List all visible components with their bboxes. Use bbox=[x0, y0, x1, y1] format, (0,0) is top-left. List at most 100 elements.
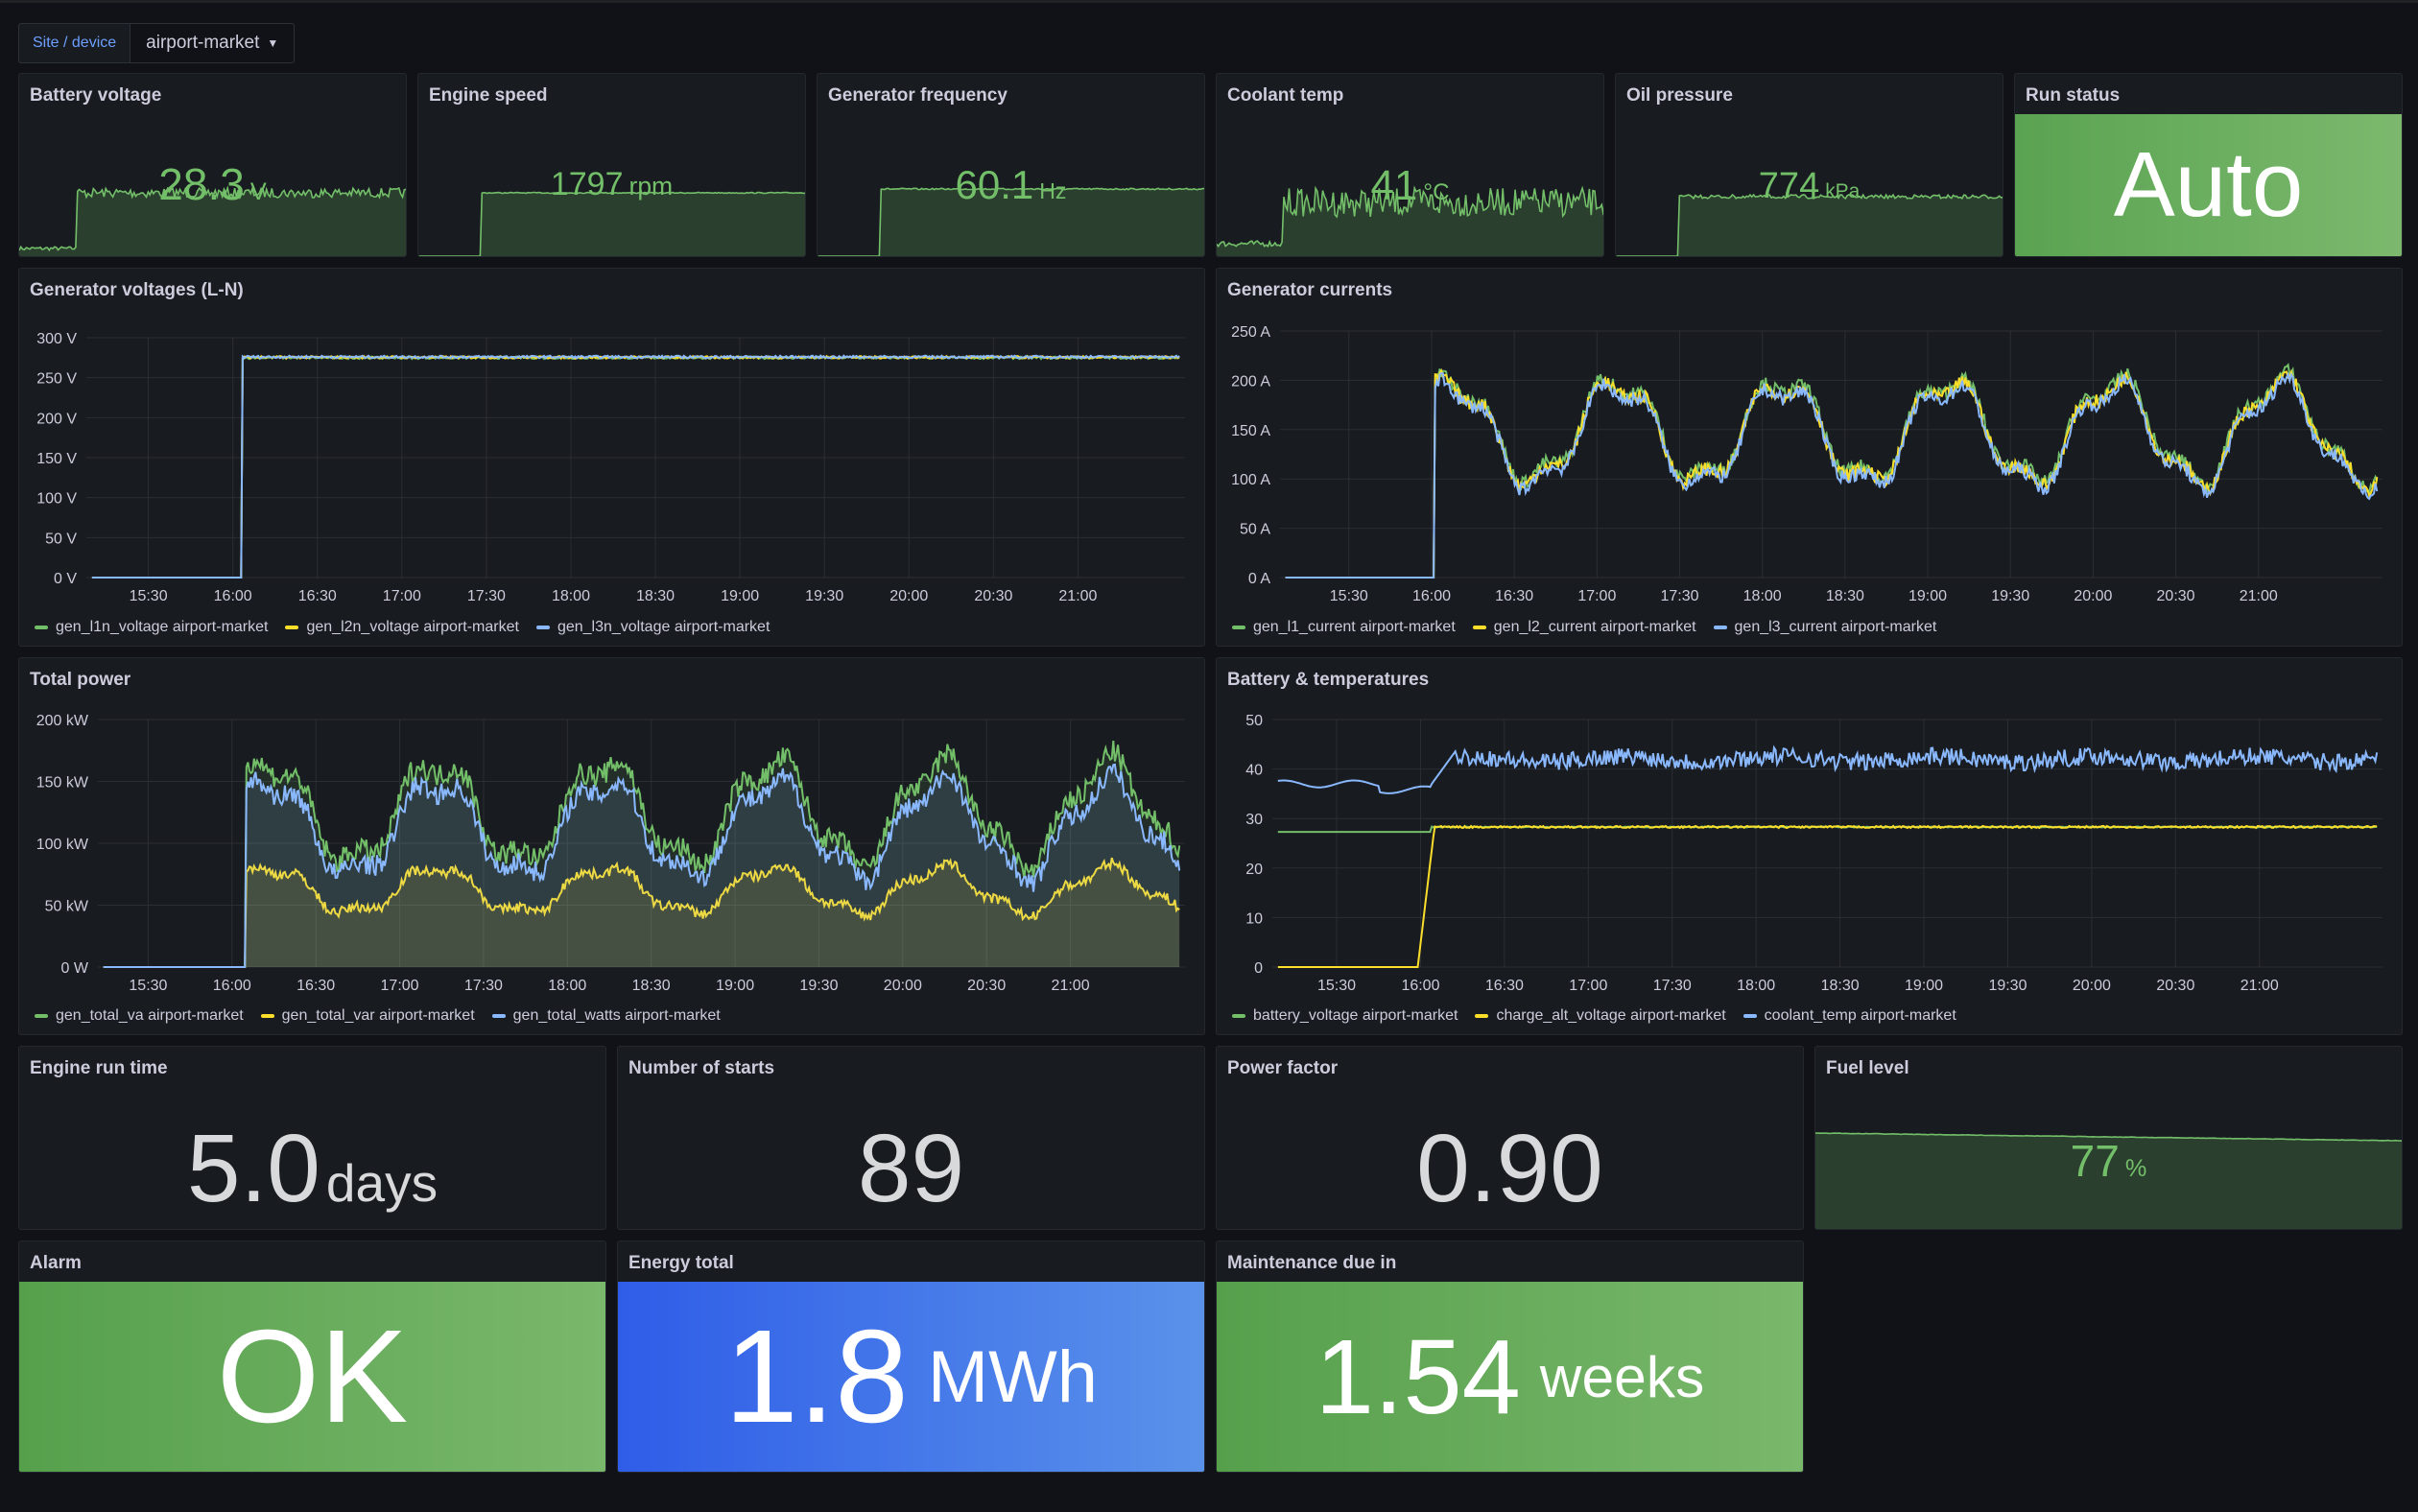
frequency-value: 60.1 Hz bbox=[955, 162, 1067, 207]
y-tick-label: 50 A bbox=[1240, 522, 1270, 538]
legend-item[interactable]: coolant_temp airport-market bbox=[1742, 1007, 1956, 1025]
run-status-panel[interactable]: Run status Auto bbox=[2014, 73, 2403, 257]
legend-item[interactable]: charge_alt_voltage airport-market bbox=[1475, 1007, 1726, 1025]
x-tick-label: 19:30 bbox=[1991, 588, 2029, 604]
battery-value: 28.3 V bbox=[158, 159, 267, 209]
sparkline-line bbox=[818, 187, 1204, 256]
generator-frequency-panel[interactable]: Generator frequency 60.1 Hz bbox=[817, 73, 1205, 257]
panel-title: Fuel level bbox=[1826, 1058, 1909, 1078]
x-tick-label: 16:30 bbox=[1485, 978, 1524, 994]
run-time-value: 5.0 days bbox=[186, 1115, 439, 1222]
engine-speed-panel[interactable]: Engine speed 1797 rpm bbox=[417, 73, 806, 257]
chevron-down-icon: ▼ bbox=[267, 36, 279, 50]
panel-title: Battery & temperatures bbox=[1227, 670, 1430, 690]
y-tick-label: 150 kW bbox=[36, 775, 89, 791]
y-tick-label: 50 V bbox=[45, 531, 77, 547]
y-tick-label: 200 V bbox=[36, 411, 77, 427]
x-tick-label: 19:00 bbox=[716, 978, 754, 994]
panel-title: Engine speed bbox=[429, 85, 548, 106]
generator-voltages-panel[interactable]: Generator voltages (L-N) 0 V 50 V 100 V 150… bbox=[18, 268, 1205, 647]
generator-currents-panel[interactable]: Generator currents 0 A 50 A 100 A 150 A 200 … bbox=[1216, 268, 2403, 647]
run-status-value: Auto bbox=[2015, 114, 2402, 256]
x-tick-label: 18:30 bbox=[636, 588, 675, 604]
y-tick-label: 10 bbox=[1245, 910, 1263, 927]
x-tick-label: 15:30 bbox=[1317, 978, 1356, 994]
legend-label: gen_total_va airport-market bbox=[56, 1007, 244, 1024]
x-tick-label: 16:00 bbox=[1401, 978, 1439, 994]
x-tick-label: 16:00 bbox=[214, 588, 252, 604]
coolant-temp-panel[interactable]: Coolant temp 41 °C bbox=[1216, 73, 1604, 257]
coolant-value: 41 °C bbox=[1370, 162, 1450, 209]
power-factor-value: 0.90 bbox=[1416, 1115, 1603, 1222]
sparkline-area bbox=[1616, 195, 2003, 256]
panel-title: Oil pressure bbox=[1626, 85, 1733, 106]
device-select[interactable]: airport-market ▼ bbox=[130, 23, 296, 63]
maintenance-panel[interactable]: Maintenance due in 1.54 weeks bbox=[1216, 1240, 1804, 1473]
legend-item[interactable]: gen_total_var airport-market bbox=[260, 1007, 475, 1025]
legend-label: gen_l3n_voltage airport-market bbox=[557, 619, 770, 635]
series-line bbox=[1277, 744, 2379, 794]
power-factor-panel[interactable]: Power factor 0.90 bbox=[1216, 1046, 1804, 1230]
y-tick-label: 150 V bbox=[36, 451, 77, 467]
voltages-chart: 0 V 50 V 100 V 150 V 200 V 250 V 300 V 15:30 16:… bbox=[36, 331, 1185, 604]
battery-temperatures-panel[interactable]: Battery & temperatures 0 10 20 30 40 50 15:30 1… bbox=[1216, 657, 2403, 1035]
x-tick-label: 19:00 bbox=[721, 588, 759, 604]
legend-swatch bbox=[260, 1014, 274, 1018]
top-border bbox=[0, 0, 2418, 3]
legend-item[interactable]: gen_l2_current airport-market bbox=[1472, 619, 1696, 636]
x-tick-label: 20:00 bbox=[2074, 588, 2112, 604]
panel-title: Alarm bbox=[30, 1253, 82, 1273]
x-tick-label: 15:30 bbox=[130, 588, 168, 604]
series-area bbox=[103, 764, 1180, 967]
x-tick-label: 18:00 bbox=[1737, 978, 1775, 994]
y-tick-label: 200 A bbox=[1231, 373, 1270, 390]
legend-item[interactable]: gen_total_watts airport-market bbox=[491, 1007, 721, 1025]
x-tick-label: 20:00 bbox=[2073, 978, 2111, 994]
x-tick-label: 21:00 bbox=[1052, 978, 1090, 994]
legend-item[interactable]: gen_l3n_voltage airport-market bbox=[535, 619, 770, 636]
panel-title: Generator currents bbox=[1227, 280, 1393, 300]
x-tick-label: 16:30 bbox=[1495, 588, 1533, 604]
panel-title: Battery voltage bbox=[30, 85, 162, 106]
x-tick-label: 15:30 bbox=[1330, 588, 1368, 604]
legend-item[interactable]: gen_l1n_voltage airport-market bbox=[35, 619, 268, 636]
oil-value: 774 kPa bbox=[1758, 166, 1861, 206]
fuel-sparkline bbox=[1815, 1132, 2402, 1229]
x-tick-label: 21:00 bbox=[2240, 978, 2279, 994]
number-of-starts-panel[interactable]: Number of starts 89 bbox=[617, 1046, 1205, 1230]
y-tick-label: 0 V bbox=[54, 571, 77, 587]
total-power-panel[interactable]: Total power 0 W 50 kW 100 kW 150 kW 200 kW 15… bbox=[18, 657, 1205, 1035]
legend-swatch bbox=[1232, 626, 1245, 629]
y-tick-label: 0 W bbox=[61, 960, 89, 977]
energy-total-panel[interactable]: Energy total 1.8 MWh bbox=[617, 1240, 1205, 1473]
series-line bbox=[103, 741, 1181, 968]
y-tick-label: 40 bbox=[1245, 763, 1263, 779]
engine-run-time-panel[interactable]: Engine run time 5.0 days bbox=[18, 1046, 606, 1230]
sparkline-line bbox=[1815, 1132, 2402, 1142]
series-line bbox=[1277, 824, 2378, 968]
oil-pressure-panel[interactable]: Oil pressure 774 kPa bbox=[1615, 73, 2003, 257]
legend-item[interactable]: gen_l3_current airport-market bbox=[1713, 619, 1936, 636]
legend-item[interactable]: battery_voltage airport-market bbox=[1232, 1007, 1458, 1025]
x-tick-label: 20:30 bbox=[2157, 588, 2195, 604]
legend-swatch bbox=[491, 1014, 506, 1018]
legend-item[interactable]: gen_l2n_voltage airport-market bbox=[285, 619, 519, 636]
sparkline-area bbox=[19, 188, 406, 256]
x-tick-label: 16:30 bbox=[298, 588, 337, 604]
series-area bbox=[103, 858, 1180, 967]
engine-value: 1797 rpm bbox=[550, 166, 674, 202]
panel-title: Total power bbox=[30, 670, 131, 690]
oil-sparkline bbox=[1616, 193, 2003, 256]
x-tick-label: 15:30 bbox=[129, 978, 167, 994]
legend-item[interactable]: gen_total_va airport-market bbox=[35, 1007, 244, 1025]
alarm-panel[interactable]: Alarm OK bbox=[18, 1240, 606, 1473]
legend-label: battery_voltage airport-market bbox=[1253, 1007, 1458, 1024]
battery-voltage-panel[interactable]: Battery voltage 28.3 V bbox=[18, 73, 407, 257]
fuel-level-panel[interactable]: Fuel level 77% bbox=[1814, 1046, 2403, 1230]
panel-title: Generator frequency bbox=[828, 85, 1008, 106]
y-tick-label: 50 kW bbox=[45, 899, 89, 915]
sparkline-area bbox=[418, 192, 805, 256]
legend-label: gen_l2n_voltage airport-market bbox=[306, 619, 519, 635]
variable-bar: Site / device airport-market ▼ bbox=[18, 23, 296, 63]
legend-item[interactable]: gen_l1_current airport-market bbox=[1232, 619, 1456, 636]
